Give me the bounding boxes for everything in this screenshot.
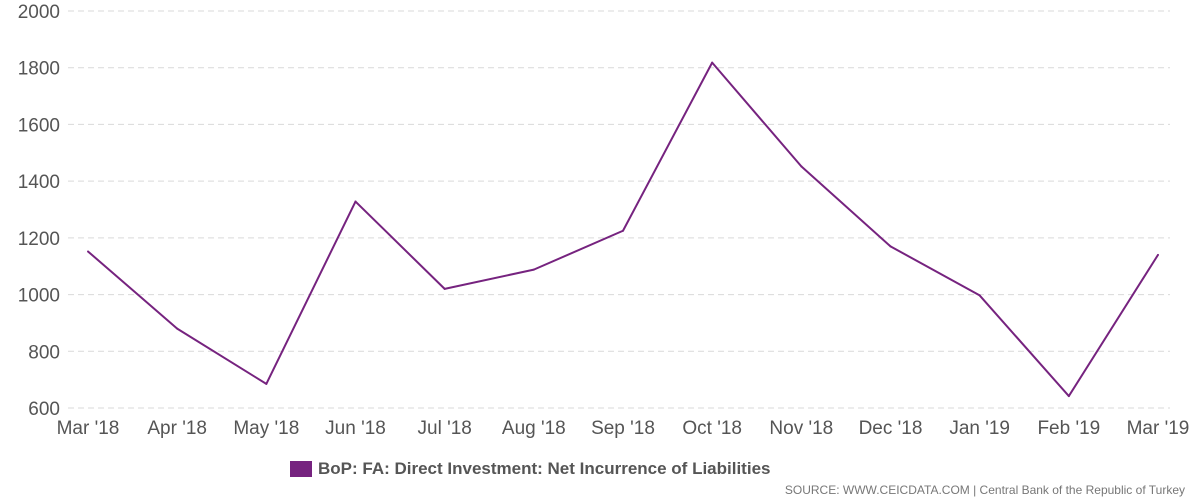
x-tick-label: Mar '18 <box>57 418 120 439</box>
x-tick-label: Nov '18 <box>769 418 833 439</box>
data-point <box>265 382 268 385</box>
data-point <box>800 165 803 168</box>
data-point <box>532 268 535 271</box>
y-tick-label: 800 <box>28 342 60 363</box>
source-note: SOURCE: WWW.CEICDATA.COM | Central Bank … <box>784 483 1185 497</box>
data-point <box>354 200 357 203</box>
y-tick-label: 1400 <box>18 172 60 193</box>
x-tick-label: Aug '18 <box>502 418 566 439</box>
data-point <box>1157 253 1159 256</box>
x-tick-label: Jan '19 <box>949 418 1010 439</box>
y-tick-label: 2000 <box>18 2 60 23</box>
legend: BoP: FA: Direct Investment: Net Incurren… <box>290 459 770 479</box>
x-tick-label: Oct '18 <box>682 418 742 439</box>
x-tick-label: May '18 <box>233 418 299 439</box>
y-tick-label: 1000 <box>18 286 60 307</box>
data-point <box>711 61 714 64</box>
data-point <box>889 245 892 248</box>
series-group <box>87 61 1159 398</box>
gridlines <box>68 10 1170 409</box>
x-axis-tick-labels: Mar '18 Apr '18 May '18 Jun '18 Jul '18 Aug '… <box>57 418 1190 439</box>
data-point <box>622 229 624 232</box>
x-tick-label: Sep '18 <box>591 418 655 439</box>
x-tick-label: Jul '18 <box>418 418 472 439</box>
data-point <box>443 287 446 290</box>
y-axis-tick-labels: 600 800 1000 1200 1400 1600 1800 2000 <box>18 2 60 420</box>
y-tick-label: 600 <box>28 399 60 420</box>
y-tick-label: 1800 <box>18 59 60 80</box>
data-point <box>1067 395 1070 398</box>
legend-label: BoP: FA: Direct Investment: Net Incurren… <box>318 459 771 478</box>
data-point <box>87 250 89 253</box>
series-line <box>87 61 1159 398</box>
y-tick-label: 1200 <box>18 229 60 250</box>
data-point <box>176 327 179 330</box>
x-tick-label: Mar '19 <box>1127 418 1190 439</box>
x-tick-label: Dec '18 <box>859 418 923 439</box>
x-tick-label: Feb '19 <box>1037 418 1100 439</box>
x-tick-label: Jun '18 <box>325 418 386 439</box>
data-point <box>978 294 981 297</box>
y-tick-label: 1600 <box>18 115 60 136</box>
x-tick-label: Apr '18 <box>147 418 207 439</box>
legend-swatch <box>290 461 312 477</box>
